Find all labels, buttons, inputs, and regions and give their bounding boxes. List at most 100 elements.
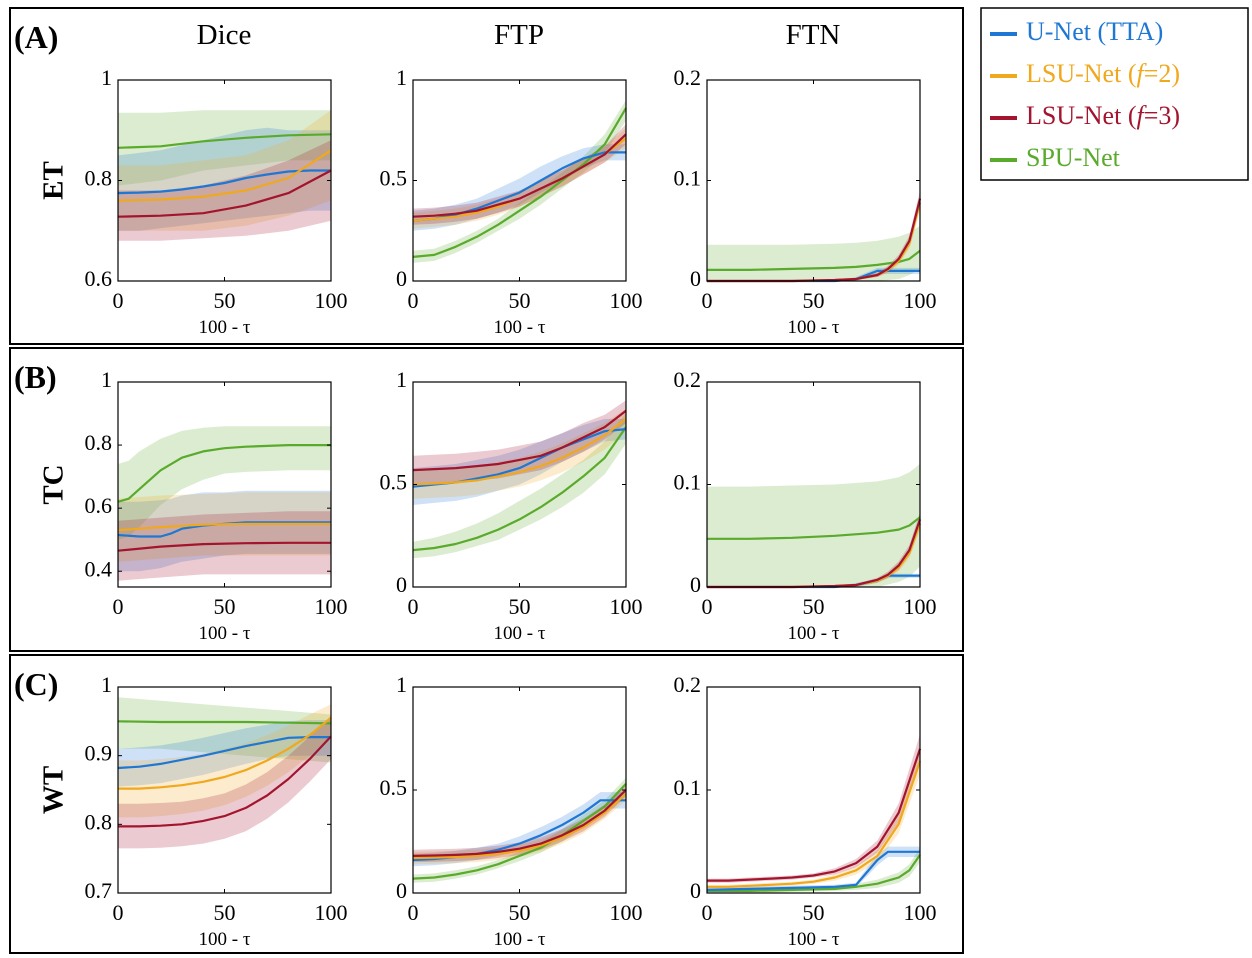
series-line [707, 854, 921, 893]
series-line [117, 444, 331, 503]
y-tick-label: 1 [101, 65, 112, 90]
y-tick-label: 0.8 [85, 809, 113, 834]
confidence-band [118, 492, 331, 562]
x-tick-label: 50 [803, 288, 825, 313]
series-line [412, 418, 627, 486]
x-tick-label: 50 [803, 594, 825, 619]
x-tick-label: 50 [214, 288, 236, 313]
confidence-band [707, 267, 920, 281]
confidence-band [118, 127, 331, 231]
confidence-band [707, 847, 920, 893]
y-tick-label: 0 [396, 266, 407, 291]
confidence-band [118, 720, 331, 787]
legend-entry-italic: f [1136, 101, 1147, 130]
x-tick-label: 0 [702, 900, 713, 925]
confidence-band [118, 426, 331, 540]
series-line [412, 107, 627, 258]
y-tick-label: 1 [396, 367, 407, 392]
y-tick-label: 0.4 [85, 556, 113, 581]
y-tick-label: 0.2 [674, 65, 702, 90]
confidence-band [413, 783, 626, 863]
y-tick-label: 1 [396, 65, 407, 90]
y-tick-label: 0.8 [85, 166, 113, 191]
confidence-band [413, 408, 626, 499]
y-tick-label: 0.1 [674, 775, 702, 800]
confidence-band [413, 400, 626, 485]
x-axis-label: 100 - τ [494, 929, 546, 950]
legend-frame [980, 7, 1249, 181]
panel-frame [9, 347, 964, 652]
panel-letter: (A) [14, 19, 58, 55]
confidence-band [118, 490, 331, 572]
y-tick-label: 0 [690, 266, 701, 291]
axes-frame [706, 686, 921, 894]
x-axis-label: 100 - τ [788, 929, 840, 950]
x-tick-label: 100 [904, 594, 937, 619]
y-tick-label: 0.9 [85, 741, 113, 766]
x-axis-label: 100 - τ [199, 929, 251, 950]
legend-entry-suffix: =3) [1144, 101, 1180, 130]
x-tick-label: 50 [509, 900, 531, 925]
y-tick-label: 0.6 [85, 266, 113, 291]
series-line [707, 516, 921, 540]
x-axis-label: 100 - τ [494, 317, 546, 338]
x-tick-label: 100 [315, 288, 348, 313]
panel-letter: (B) [14, 359, 57, 395]
series-line [117, 169, 331, 195]
x-tick-label: 100 [610, 594, 643, 619]
y-tick-label: 0 [690, 572, 701, 597]
row-label: ET [38, 161, 70, 200]
series-line [707, 249, 921, 271]
x-axis-label: 100 - τ [788, 317, 840, 338]
series-line [118, 717, 332, 790]
x-tick-label: 100 [904, 288, 937, 313]
panel-letter: (C) [14, 666, 58, 702]
y-tick-label: 0.1 [674, 470, 702, 495]
series-line [117, 133, 332, 149]
confidence-band [707, 734, 920, 883]
x-axis-label: 100 - τ [199, 317, 251, 338]
y-tick-label: 0 [396, 878, 407, 903]
y-tick-label: 0.8 [85, 430, 113, 455]
subplot-et-dice: 0 50 100 0.6 0.8 1 100 - τ [85, 65, 348, 338]
confidence-band [413, 777, 626, 883]
series-line [707, 760, 922, 888]
panel-frame [9, 654, 964, 954]
confidence-band [118, 704, 331, 818]
y-tick-label: 0.7 [85, 878, 113, 903]
legend-entry: SPU-Net [1026, 143, 1121, 172]
y-tick-label: 1 [101, 672, 112, 697]
series-line [412, 783, 627, 880]
y-tick-label: 0.5 [380, 166, 408, 191]
subplot-tc-dice: 0 50 100 0.4 0.6 0.8 1 100 - τ [85, 367, 348, 644]
x-tick-label: 100 [315, 900, 348, 925]
series-line [706, 850, 920, 891]
x-tick-label: 0 [113, 288, 124, 313]
y-tick-label: 1 [101, 367, 112, 392]
y-tick-label: 0.5 [380, 775, 408, 800]
subplot-et-ftn: 0 50 100 0 0.1 0.2 100 - τ [674, 65, 937, 338]
x-tick-label: 0 [408, 900, 419, 925]
subplot-tc-ftp: 0 50 100 0 0.5 1 100 - τ [380, 367, 643, 644]
series-line [412, 793, 627, 860]
series-line [117, 169, 332, 218]
series-line [412, 426, 627, 552]
x-tick-label: 100 [315, 594, 348, 619]
legend: U-Net (TTA) LSU-Net (f=2) LSU-Net (f=3) SPU… [980, 7, 1249, 181]
subplot-wt-ftn: 0 50 100 0 0.1 0.2 100 - τ [674, 672, 937, 950]
x-tick-label: 50 [509, 288, 531, 313]
series-line [412, 409, 627, 472]
subplot-tc-ftn: 0 50 100 0 0.1 0.2 100 - τ [674, 367, 937, 644]
confidence-band [707, 225, 920, 281]
x-axis-label: 100 - τ [494, 623, 546, 644]
confidence-band [413, 418, 626, 505]
x-tick-label: 0 [702, 288, 713, 313]
x-tick-label: 0 [408, 288, 419, 313]
column-title: FTN [786, 19, 841, 51]
confidence-band [118, 511, 331, 581]
confidence-band [413, 144, 626, 231]
confidence-band [413, 792, 626, 867]
confidence-band [413, 412, 626, 559]
series-line [117, 149, 332, 202]
